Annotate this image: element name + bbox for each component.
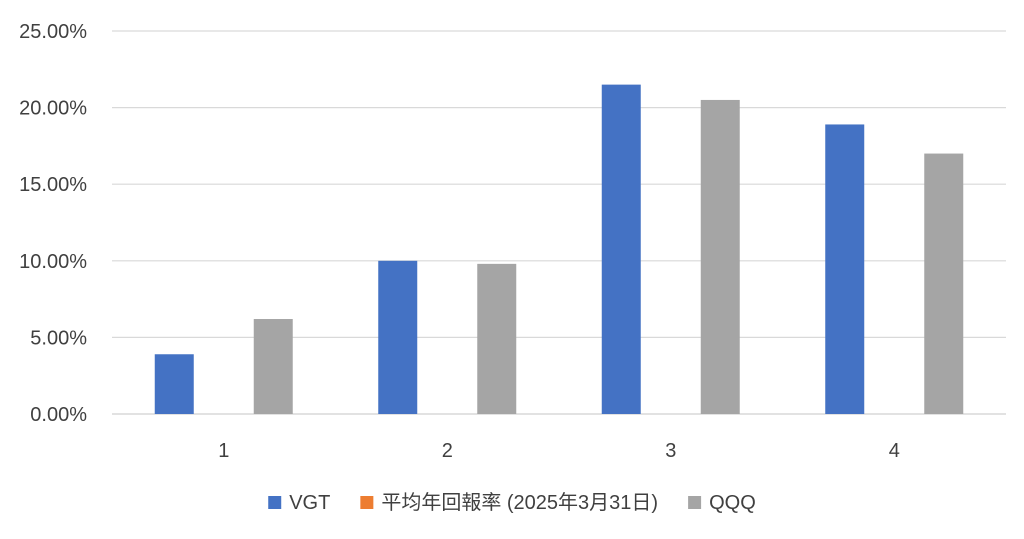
y-tick-label: 10.00% bbox=[19, 251, 87, 273]
y-tick-label: 5.00% bbox=[30, 327, 87, 349]
bar-qqq-1 bbox=[253, 319, 293, 414]
y-tick-label: 15.00% bbox=[19, 174, 87, 196]
bar-vgt-4 bbox=[825, 124, 865, 415]
x-tick-label: 1 bbox=[218, 440, 229, 462]
legend-label: QQQ bbox=[709, 492, 756, 514]
x-tick-label: 2 bbox=[442, 440, 453, 462]
bar-qqq-2 bbox=[477, 263, 517, 414]
legend-label: VGT bbox=[289, 492, 330, 514]
legend-swatch bbox=[688, 496, 702, 509]
legend-label: 平均年回報率 (2025年3月31日) bbox=[381, 491, 658, 514]
bar-vgt-3 bbox=[601, 84, 641, 415]
x-tick-label: 3 bbox=[665, 440, 676, 462]
y-tick-label: 25.00% bbox=[19, 21, 87, 43]
x-tick-label: 4 bbox=[889, 440, 900, 462]
bar-qqq-4 bbox=[924, 153, 964, 414]
legend-swatch bbox=[360, 496, 374, 509]
bar-vgt-1 bbox=[154, 354, 194, 414]
y-tick-label: 20.00% bbox=[19, 98, 87, 120]
y-tick-label: 0.00% bbox=[30, 404, 87, 426]
bar-vgt-2 bbox=[378, 260, 418, 414]
legend-swatch bbox=[268, 496, 282, 509]
bar-qqq-3 bbox=[700, 99, 740, 414]
